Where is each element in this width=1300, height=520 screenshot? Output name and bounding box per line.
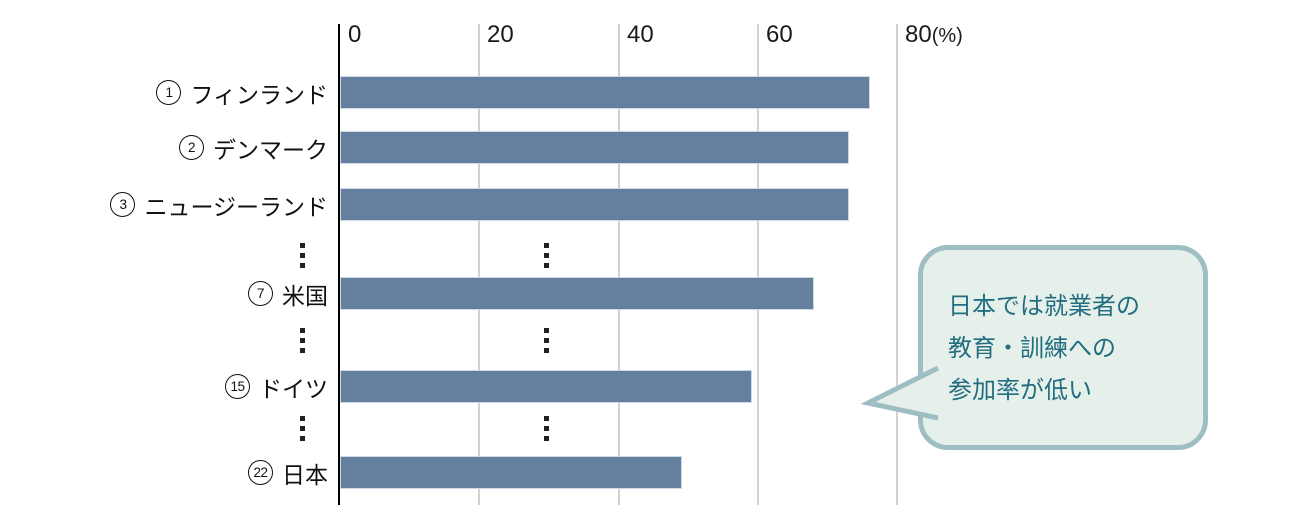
callout-bubble-tail [860, 365, 940, 421]
gridline-60 [757, 24, 759, 505]
callout-line: 教育・訓練への [948, 335, 1116, 362]
gridline-20 [478, 24, 480, 505]
category-label-usa: 7 米国 [40, 277, 328, 310]
ellipsis-rows-8-14-left [300, 328, 305, 353]
rank-badge: 3 [110, 192, 136, 217]
tick-label-80: 80(%) [905, 21, 963, 48]
category-text: ドイツ [259, 375, 328, 402]
bar-denmark [340, 131, 849, 164]
category-label-japan: 22 日本 [40, 456, 328, 489]
category-text: 米国 [282, 282, 328, 309]
category-text: デンマーク [213, 136, 328, 163]
rank-badge: 22 [248, 460, 273, 485]
rank-badge: 15 [225, 374, 250, 399]
rank-badge: 2 [179, 135, 204, 160]
bar-finland [340, 76, 870, 109]
y-axis-line [338, 24, 340, 505]
ellipsis-rows-4-6-plot [544, 243, 549, 268]
category-label-germany: 15 ドイツ [40, 370, 328, 403]
tick-label-60: 60 [766, 21, 793, 48]
ellipsis-rows-8-14-plot [544, 328, 549, 353]
bar-usa [340, 277, 814, 310]
tick-label-40: 40 [627, 21, 654, 48]
callout-bubble: 日本では就業者の 教育・訓練への 参加率が低い [918, 245, 1208, 450]
rank-badge: 7 [248, 281, 273, 306]
rank-badge: 1 [156, 80, 182, 105]
gridline-80 [896, 24, 898, 505]
bar-germany [340, 370, 752, 403]
category-text: 日本 [282, 461, 328, 488]
category-text: ニュージーランド [144, 193, 328, 220]
ellipsis-rows-4-6-left [300, 243, 305, 268]
tick-label-20: 20 [487, 21, 514, 48]
category-label-new-zealand: 3 ニュージーランド [40, 188, 328, 221]
ellipsis-rows-16-21-plot [544, 416, 549, 441]
category-label-finland: 1 フィンランド [40, 76, 328, 109]
axis-unit-label: (%) [931, 25, 963, 47]
ellipsis-rows-16-21-left [300, 416, 305, 441]
callout-line: 日本では就業者の [948, 293, 1140, 320]
bar-japan [340, 456, 682, 489]
category-text: フィンランド [190, 81, 328, 108]
callout-line: 参加率が低い [948, 377, 1092, 404]
bar-new-zealand [340, 188, 849, 221]
category-label-denmark: 2 デンマーク [40, 131, 328, 164]
tick-label-0: 0 [348, 21, 362, 48]
gridline-40 [618, 24, 620, 505]
